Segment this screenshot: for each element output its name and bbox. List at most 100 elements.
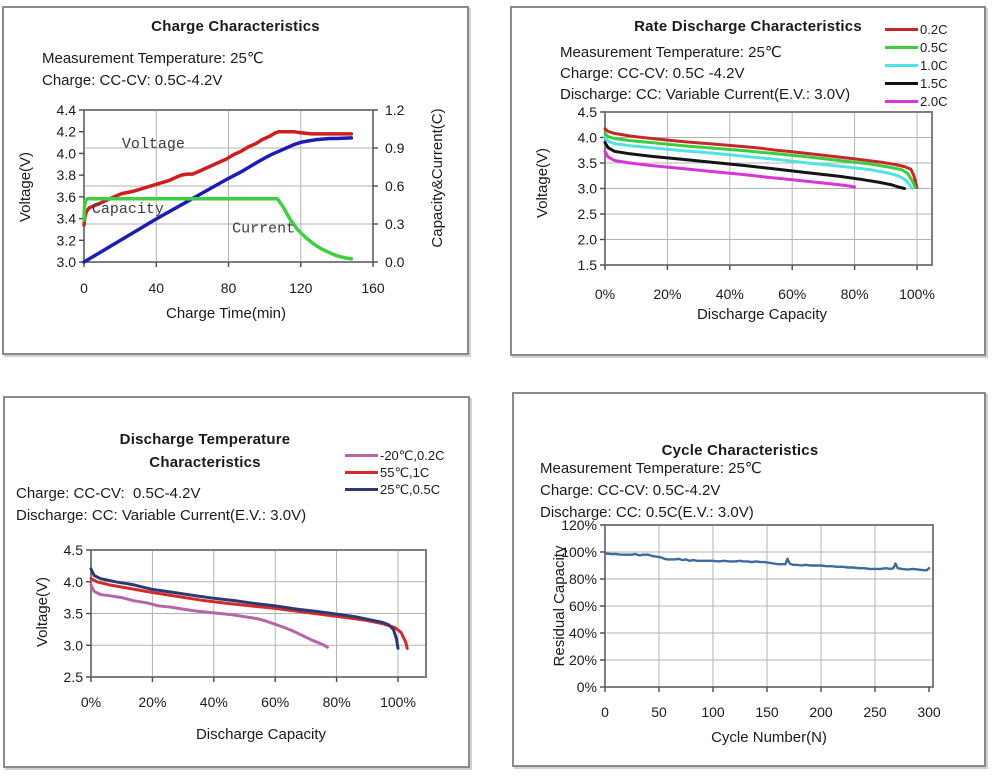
y-tick-label: 3.4 (57, 211, 77, 227)
y-right-tick-label: 1.2 (385, 102, 405, 118)
cycle-chart-canvas: 0 50 100 150 200 250 300 0% 20% 40% 60% 80% 100% 120%… (551, 517, 941, 746)
series-line-Capacity (82, 136, 354, 264)
legend-line-swatch (885, 81, 918, 85)
legend-label: -20℃,0.2C (380, 447, 445, 463)
x-tick-label: 150 (755, 704, 779, 720)
x-tick-label: 0% (81, 694, 101, 710)
x-axis-title: Charge Time(min) (166, 305, 286, 322)
chart-title-line1: Discharge Temperature (119, 431, 291, 448)
y-axis-title: Voltage(V) (534, 148, 551, 218)
x-tick-label: 40 (149, 280, 165, 296)
y-tick-label: 4.2 (57, 124, 77, 140)
y-tick-label: 3.5 (578, 155, 598, 171)
rate-discharge-chart-canvas: 0% 20% 40% 60% 80% 100% 1.5 2.0 2.5 3.0 3.5 4.0 4.5 D… (534, 104, 935, 323)
legend-line-swatch (885, 45, 918, 49)
y-tick-label: 60% (569, 598, 597, 614)
x-tick-label: 160 (361, 280, 385, 296)
legend-label: 1.5C (920, 75, 948, 91)
y-axis-title: Voltage(V) (34, 577, 51, 647)
y-tick-label: 0% (577, 679, 597, 695)
y-tick-label: 3.6 (57, 189, 77, 205)
y-tick-label: 120% (561, 517, 597, 533)
condition-line: Measurement Temperature: 25℃ (560, 44, 782, 61)
series-line-25C-0.5C (89, 567, 400, 650)
y-tick-label: 3.0 (578, 181, 598, 197)
temperature-legend: -20℃,0.2C 55℃,1C 25℃,0.5C (345, 447, 444, 498)
x-tick-label: 40% (200, 694, 228, 710)
curve-label: Current (232, 221, 295, 238)
series-line-0.2C (603, 127, 919, 189)
x-tick-label: 60% (261, 694, 289, 710)
y-tick-label: 2.5 (64, 669, 84, 685)
y-right-tick-label: 0.6 (385, 178, 405, 194)
series-line-1.5C (603, 141, 906, 190)
x-axis-title: Discharge Capacity (697, 306, 828, 323)
legend-entry: 25℃,0.5C (345, 481, 444, 498)
legend-label: 55℃,1C (380, 464, 430, 480)
y-tick-label: 2.5 (578, 206, 598, 222)
y-tick-label: 80% (569, 571, 597, 587)
y-tick-label: 2.0 (578, 232, 598, 248)
legend-entry: -20℃,0.2C (345, 447, 444, 464)
x-tick-label: 50 (651, 704, 667, 720)
condition-line: Charge: CC-CV: 0.5C-4.2V (16, 485, 201, 502)
legend-label: 25℃,0.5C (380, 481, 441, 497)
y-axis-title: Residual Capacity (551, 545, 568, 666)
x-tick-label: 250 (863, 704, 887, 720)
legend-label: 1.0C (920, 57, 948, 73)
panel-rate-discharge-characteristics: 0% 20% 40% 60% 80% 100% 1.5 2.0 2.5 3.0 3.5 4.0 4.5 D… (510, 6, 986, 356)
chart-title: Rate Discharge Characteristics (634, 18, 862, 35)
legend-entry: 2.0C (885, 92, 947, 110)
legend-line-swatch (345, 454, 378, 457)
series-line--20C-0.2C (89, 583, 329, 649)
x-tick-label: 20% (653, 286, 681, 302)
panel-discharge-temperature-characteristics: 0% 20% 40% 60% 80% 100% 2.5 3.0 3.5 4.0 4.5 Dischar… (3, 396, 470, 768)
y-tick-label: 4.4 (57, 102, 77, 118)
series-line-0.5C (603, 131, 917, 189)
condition-line: Charge: CC-CV: 0.5C-4.2V (540, 482, 721, 499)
series-line-1.0C (603, 136, 914, 190)
condition-line: Charge: CC-CV: 0.5C -4.2V (560, 65, 745, 82)
x-tick-label: 0% (595, 286, 615, 302)
y-right-tick-label: 0.3 (385, 216, 405, 232)
condition-line: Discharge: CC: Variable Current(E.V.: 3.… (560, 86, 851, 103)
y-tick-label: 40% (569, 625, 597, 641)
x-tick-label: 300 (917, 704, 941, 720)
discharge-temperature-chart-canvas: 0% 20% 40% 60% 80% 100% 2.5 3.0 3.5 4.0 4.5 Dischar… (34, 542, 427, 743)
x-tick-label: 100% (899, 286, 935, 302)
y-tick-label: 3.8 (57, 167, 77, 183)
y-tick-label: 3.0 (64, 637, 84, 653)
y-tick-label: 4.0 (64, 574, 84, 590)
x-axis-title: Cycle Number(N) (711, 729, 827, 746)
y-tick-label: 4.5 (64, 542, 84, 558)
panel-cycle-characteristics: 0 50 100 150 200 250 300 0% 20% 40% 60% 80% 100% 120%… (512, 392, 986, 767)
rate-legend: 0.2C 0.5C 1.0C 1.5C 2.0C (885, 20, 947, 110)
panel-charge-characteristics: 0 40 80 120 160 3.0 3.2 3.4 3.6 3.8 4.0 4.2 4.4 0.0 0.… (2, 6, 469, 355)
series-line-2.0C (603, 149, 857, 189)
test-conditions: Measurement Temperature: 25℃ Charge: CC-… (42, 48, 264, 92)
x-tick-label: 100% (380, 694, 416, 710)
curve-label: Capacity (92, 201, 164, 218)
y-right-axis-title: Capacity&Current(C) (429, 108, 446, 247)
x-axis-title: Discharge Capacity (196, 726, 327, 743)
series-line-residual-capacity (603, 552, 931, 572)
charge-chart-canvas: 0 40 80 120 160 3.0 3.2 3.4 3.6 3.8 4.0 4.2 4.4 0.0 0.… (17, 102, 446, 322)
legend-line-swatch (885, 99, 918, 103)
legend-entry: 0.5C (885, 38, 947, 56)
x-tick-label: 80% (841, 286, 869, 302)
series-line-55C-1C (89, 577, 409, 650)
curve-label: Voltage (122, 136, 185, 153)
x-tick-label: 100 (701, 704, 725, 720)
legend-entry: 0.2C (885, 20, 947, 38)
x-tick-label: 200 (809, 704, 833, 720)
condition-line: Discharge: CC: Variable Current(E.V.: 3.… (16, 507, 307, 524)
y-tick-label: 3.0 (57, 254, 77, 270)
chart-title: Charge Characteristics (151, 18, 320, 35)
chart-title: Cycle Characteristics (661, 442, 819, 459)
condition-line: Measurement Temperature: 25℃ (540, 460, 762, 477)
legend-entry: 1.5C (885, 74, 947, 92)
legend-line-swatch (345, 471, 378, 474)
test-conditions: Charge: CC-CV: 0.5C-4.2V Discharge: CC: … (16, 483, 306, 527)
x-tick-label: 120 (289, 280, 313, 296)
